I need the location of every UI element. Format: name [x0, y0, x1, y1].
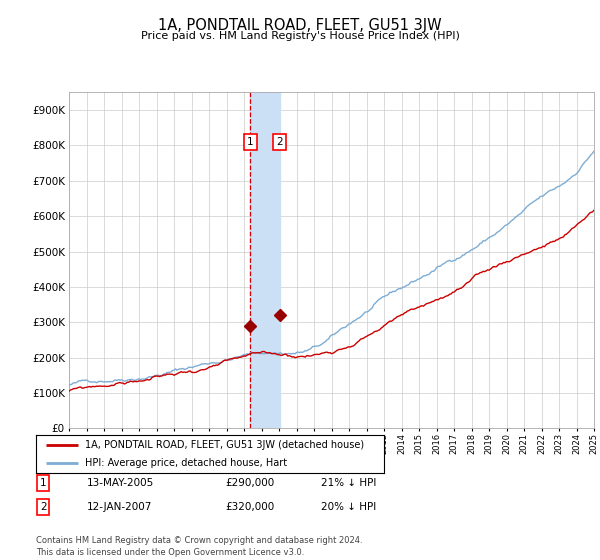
Text: 12-JAN-2007: 12-JAN-2007 — [87, 502, 152, 512]
Bar — [250, 92, 280, 428]
Text: 1: 1 — [40, 478, 47, 488]
Text: Contains HM Land Registry data © Crown copyright and database right 2024.
This d: Contains HM Land Registry data © Crown c… — [36, 536, 362, 557]
Text: 21% ↓ HPI: 21% ↓ HPI — [321, 478, 376, 488]
Text: 2: 2 — [40, 502, 47, 512]
Text: 2: 2 — [277, 137, 283, 147]
Text: 1: 1 — [247, 137, 254, 147]
Text: £320,000: £320,000 — [225, 502, 274, 512]
Text: HPI: Average price, detached house, Hart: HPI: Average price, detached house, Hart — [85, 458, 287, 468]
Text: 1A, PONDTAIL ROAD, FLEET, GU51 3JW: 1A, PONDTAIL ROAD, FLEET, GU51 3JW — [158, 18, 442, 33]
Text: 1A, PONDTAIL ROAD, FLEET, GU51 3JW (detached house): 1A, PONDTAIL ROAD, FLEET, GU51 3JW (deta… — [85, 440, 364, 450]
Text: 13-MAY-2005: 13-MAY-2005 — [87, 478, 154, 488]
Text: £290,000: £290,000 — [225, 478, 274, 488]
Text: 20% ↓ HPI: 20% ↓ HPI — [321, 502, 376, 512]
Text: Price paid vs. HM Land Registry's House Price Index (HPI): Price paid vs. HM Land Registry's House … — [140, 31, 460, 41]
